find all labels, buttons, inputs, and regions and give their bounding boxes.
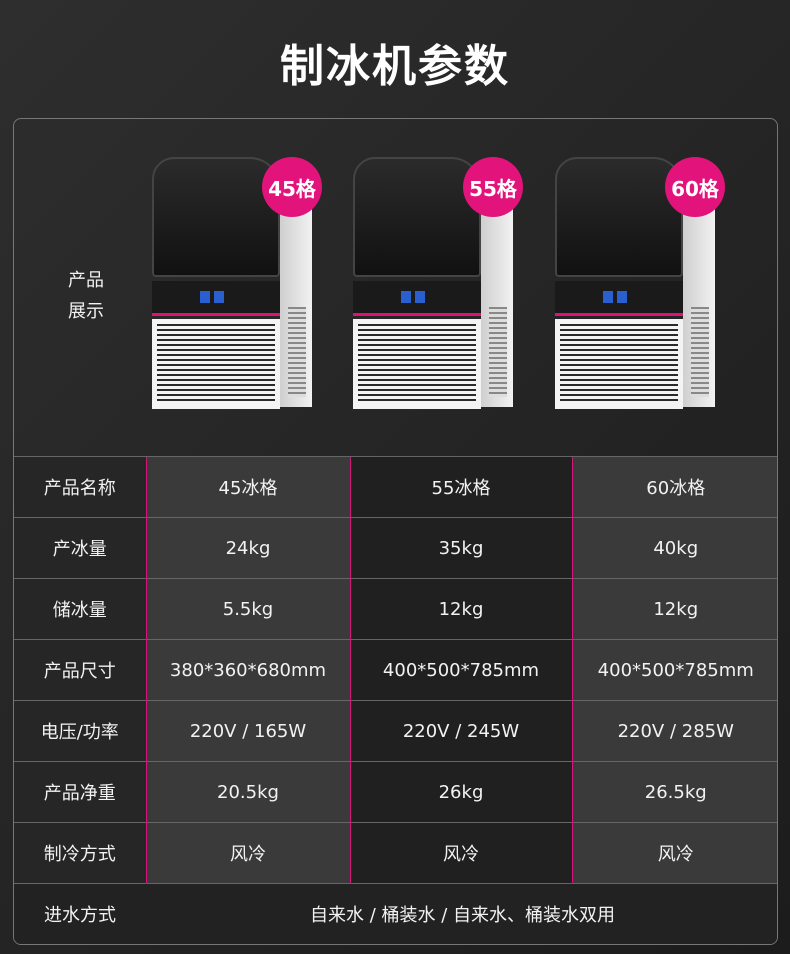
row-label: 产品尺寸 [14,639,146,701]
row-label: 产品净重 [14,761,146,823]
table-row: 储冰量 5.5kg 12kg 12kg [14,578,777,640]
cell-value: 380*360*680mm [145,639,350,701]
cell-value: 12kg [571,578,777,640]
row-label: 制冷方式 [14,822,146,884]
table-row: 产品净重 20.5kg 26kg 26.5kg [14,761,777,823]
table-row: 进水方式 自来水 / 桶装水 / 自来水、桶装水双用 [14,883,777,944]
product-image-ice-machine: 55格 [353,157,523,412]
cell-value: 风冷 [571,822,777,884]
table-row: 产品尺寸 380*360*680mm 400*500*785mm 400*500*78… [14,639,777,701]
cell-value: 400*500*785mm [571,639,777,701]
table-row: 产品名称 45冰格 55冰格 60冰格 [14,456,777,518]
cell-value: 220V / 165W [145,700,350,762]
cell-value: 400*500*785mm [349,639,572,701]
cell-value: 风冷 [145,822,350,884]
cell-value: 60冰格 [571,456,777,518]
cell-value: 24kg [145,517,350,579]
row-label: 产品名称 [14,456,146,518]
cell-value: 20.5kg [145,761,350,823]
row-label: 产冰量 [14,517,146,579]
cell-value: 12kg [349,578,572,640]
cell-value: 风冷 [349,822,572,884]
cell-value: 26.5kg [571,761,777,823]
cell-value: 5.5kg [145,578,350,640]
cell-value: 220V / 285W [571,700,777,762]
spec-table: 产品名称 45冰格 55冰格 60冰格 产冰量 24kg 35kg 40kg 储冰量 5.5kg 1… [14,456,777,944]
cell-value: 40kg [571,517,777,579]
row-label: 进水方式 [14,883,146,944]
cell-value: 自来水 / 桶装水 / 自来水、桶装水双用 [146,883,777,944]
table-row: 产冰量 24kg 35kg 40kg [14,517,777,579]
table-row: 电压/功率 220V / 165W 220V / 245W 220V / 285W [14,700,777,762]
capacity-badge: 45格 [262,157,322,217]
capacity-badge: 60格 [665,157,725,217]
product-image-ice-machine: 45格 [152,157,322,412]
table-row: 制冷方式 风冷 风冷 风冷 [14,822,777,884]
showcase-label: 产品 展示 [68,270,104,322]
row-label: 储冰量 [14,578,146,640]
cell-value: 26kg [349,761,572,823]
cell-value: 55冰格 [349,456,572,518]
row-label: 电压/功率 [14,700,146,762]
cell-value: 35kg [349,517,572,579]
capacity-badge: 55格 [463,157,523,217]
page-title: 制冰机参数 [280,41,510,92]
cell-value: 45冰格 [145,456,350,518]
product-image-ice-machine: 60格 [555,157,725,412]
cell-value: 220V / 245W [349,700,572,762]
spec-panel: 产品 展示 45格 55格 60格 产品名称 45冰格 55冰格 60冰格 产冰量 24k… [13,118,778,945]
